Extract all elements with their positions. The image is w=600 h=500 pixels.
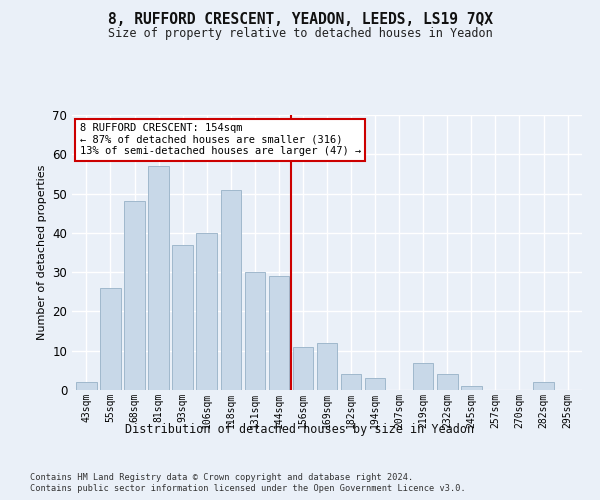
Bar xyxy=(317,343,337,390)
Bar xyxy=(124,202,145,390)
Bar xyxy=(196,233,217,390)
Bar xyxy=(221,190,241,390)
Bar xyxy=(461,386,482,390)
Text: Contains public sector information licensed under the Open Government Licence v3: Contains public sector information licen… xyxy=(30,484,466,493)
Text: Size of property relative to detached houses in Yeadon: Size of property relative to detached ho… xyxy=(107,28,493,40)
Bar xyxy=(341,374,361,390)
Y-axis label: Number of detached properties: Number of detached properties xyxy=(37,165,47,340)
Bar xyxy=(245,272,265,390)
Text: 8, RUFFORD CRESCENT, YEADON, LEEDS, LS19 7QX: 8, RUFFORD CRESCENT, YEADON, LEEDS, LS19… xyxy=(107,12,493,28)
Bar xyxy=(365,378,385,390)
Bar xyxy=(533,382,554,390)
Bar xyxy=(172,244,193,390)
Text: Distribution of detached houses by size in Yeadon: Distribution of detached houses by size … xyxy=(125,422,475,436)
Bar xyxy=(293,347,313,390)
Bar xyxy=(100,288,121,390)
Bar xyxy=(76,382,97,390)
Text: 8 RUFFORD CRESCENT: 154sqm
← 87% of detached houses are smaller (316)
13% of sem: 8 RUFFORD CRESCENT: 154sqm ← 87% of deta… xyxy=(80,123,361,156)
Bar xyxy=(413,362,433,390)
Bar xyxy=(269,276,289,390)
Bar xyxy=(148,166,169,390)
Text: Contains HM Land Registry data © Crown copyright and database right 2024.: Contains HM Land Registry data © Crown c… xyxy=(30,472,413,482)
Bar xyxy=(437,374,458,390)
